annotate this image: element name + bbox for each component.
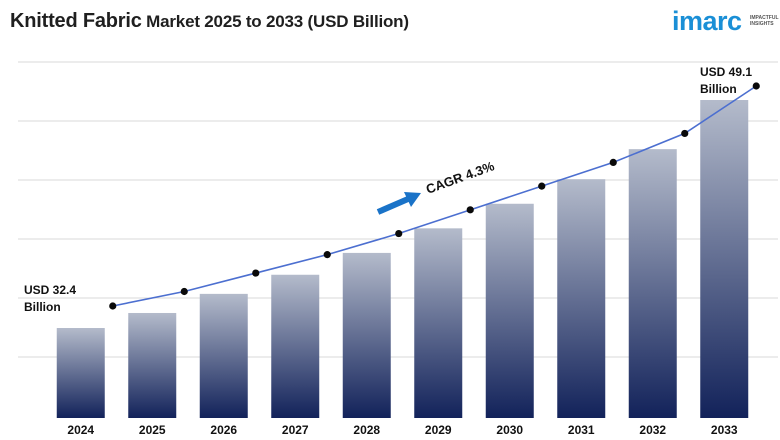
- x-tick-label: 2026: [210, 423, 237, 437]
- x-tick-label: 2030: [496, 423, 523, 437]
- trend-point-2028: [395, 229, 403, 238]
- x-tick-label: 2028: [353, 423, 380, 437]
- bar-series: [56, 100, 749, 418]
- end-label-line: Billion: [700, 82, 737, 96]
- end-value-label: USD 49.1 Billion: [700, 65, 752, 96]
- bar-2024: [56, 328, 105, 418]
- x-tick-label: 2033: [711, 423, 738, 437]
- bar-2028: [342, 252, 391, 418]
- trend-point-2026: [252, 269, 260, 277]
- title-lead: Knitted Fabric: [10, 10, 142, 32]
- end-label-line: USD 49.1: [700, 65, 752, 79]
- trend-point-2032: [681, 129, 689, 138]
- trend-point-2033: [752, 82, 760, 90]
- bar-2025: [128, 312, 177, 418]
- trend-point-2029: [466, 206, 474, 214]
- title-rest: Market 2025 to 2033 (USD Billion): [141, 12, 409, 31]
- trend-point-2024: [109, 302, 117, 310]
- x-tick-label: 2024: [67, 423, 94, 437]
- x-tick-label: 2025: [139, 423, 166, 437]
- chart-title: Knitted Fabric Market 2025 to 2033 (USD …: [10, 10, 409, 33]
- bar-2030: [485, 203, 534, 418]
- trend-point-2031: [609, 158, 617, 167]
- trend-point-2030: [538, 182, 546, 190]
- trend-line: [112, 85, 757, 307]
- start-label-line: Billion: [24, 300, 61, 314]
- start-label-line: USD 32.4: [24, 283, 76, 297]
- cagr-arrow-shaft: [376, 196, 410, 215]
- bar-2027: [271, 274, 320, 418]
- bar-2032: [628, 149, 677, 418]
- bar-2026: [199, 293, 248, 418]
- cagr-arrow: [376, 192, 421, 215]
- bar-2029: [414, 228, 463, 418]
- x-tick-label: 2029: [425, 423, 452, 437]
- start-value-label: USD 32.4 Billion: [24, 283, 76, 314]
- bar-2031: [557, 179, 606, 418]
- x-tick-label: 2027: [282, 423, 309, 437]
- cagr-label: CAGR 4.3%: [424, 158, 497, 197]
- cagr-arrow-head: [404, 192, 421, 207]
- trend-points: [109, 82, 760, 310]
- trend-point-2025: [180, 287, 188, 296]
- bar-2033: [700, 100, 749, 418]
- x-tick-label: 2031: [568, 423, 595, 437]
- x-axis-labels: 2024 2025 2026 2027 2028 2029 2030 2031 2032 2033: [67, 423, 738, 437]
- trend-point-2027: [323, 251, 331, 259]
- logo-wordmark: imarc: [672, 6, 742, 36]
- logo-tagline: IMPACTFUL INSIGHTS: [750, 15, 779, 27]
- x-tick-label: 2032: [639, 423, 666, 437]
